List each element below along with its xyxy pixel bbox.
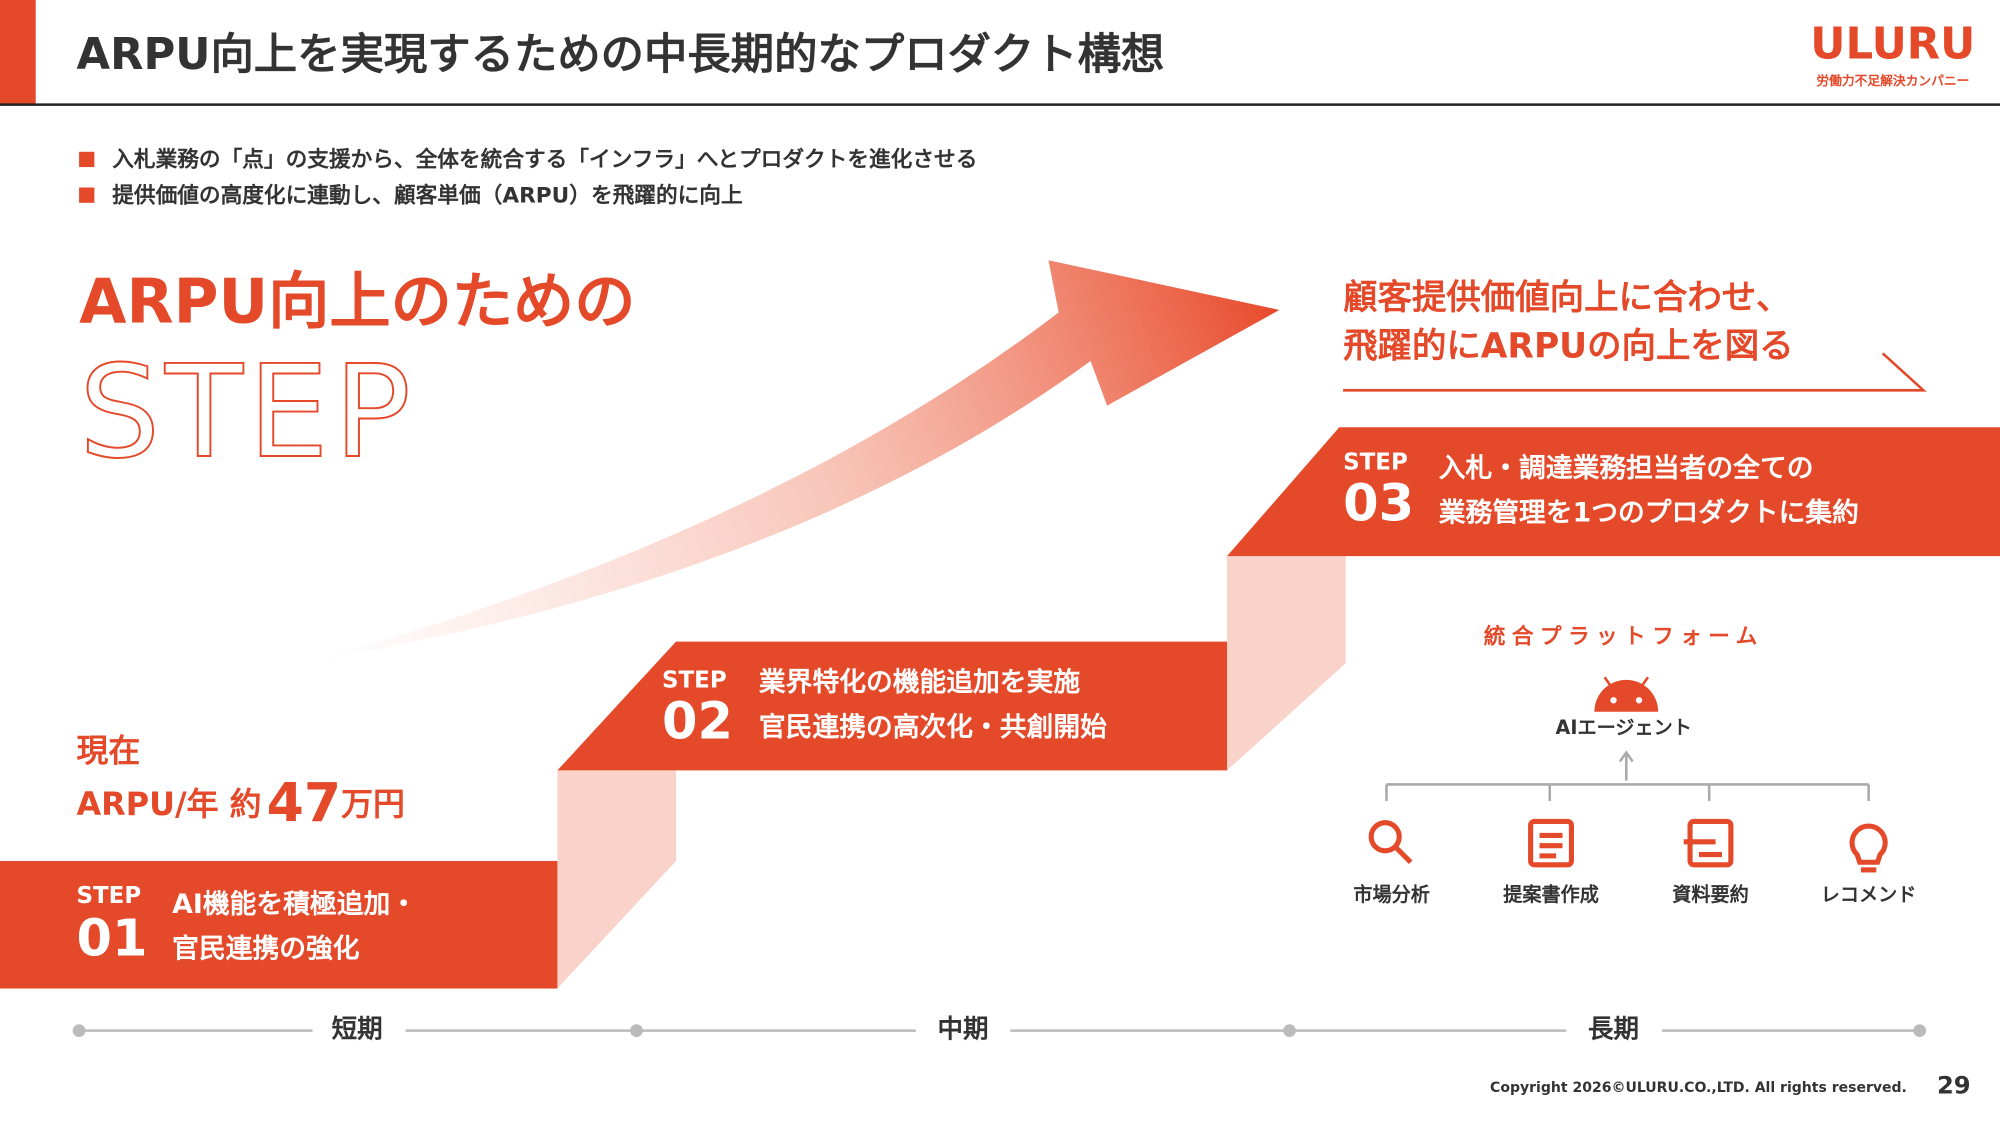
tool-icons <box>1368 818 1888 873</box>
step-text: AI機能を積極追加・ <box>172 888 417 920</box>
callout: 顧客提供価値向上に合わせ、 <box>1343 278 1791 318</box>
step-band <box>1227 427 2000 557</box>
step-text: 業務管理を1つのプロダクトに集約 <box>1439 497 1859 529</box>
agent-label: AIエージェント <box>1556 716 1692 739</box>
tool-label: 提案書作成 <box>1503 883 1599 906</box>
step-label: STEP <box>1343 450 1408 476</box>
step-label: STEP <box>77 883 142 909</box>
current-label: 現在 <box>77 732 141 770</box>
ribbon <box>1227 556 1346 771</box>
heading-step: STEP <box>79 339 416 487</box>
step-band <box>557 641 1228 771</box>
callout: 飛躍的にARPUの向上を図る <box>1343 327 1794 367</box>
current-prefix: ARPU/年 約 <box>77 785 262 823</box>
step-text: 官民連携の高次化・共創開始 <box>759 711 1107 743</box>
page-number: 29 <box>1937 1072 1971 1100</box>
current-arpu: ARPU/年 約 47万円 <box>77 771 405 834</box>
heading: ARPU向上のための <box>79 267 635 338</box>
step-number: 03 <box>1343 474 1414 533</box>
tool-label: 資料要約 <box>1672 883 1749 906</box>
tool-label: 市場分析 <box>1353 883 1430 906</box>
timeline-label: 長期 <box>1588 1015 1639 1045</box>
current-amount: 47 <box>267 771 342 834</box>
growth-arrow <box>312 260 1280 661</box>
bullet: 入札業務の「点」の支援から、全体を統合する「インフラ」へとプロダクトを進化させる <box>112 147 977 173</box>
timeline-dots <box>72 1024 1927 1037</box>
copyright: Copyright 2026©ULURU.CO.,LTD. All rights… <box>1490 1080 1907 1096</box>
bullet-mark <box>79 187 95 203</box>
platform-title: 統合プラットフォーム <box>1484 624 1764 650</box>
tagline: 労働力不足解決カンパニー <box>1816 73 1969 89</box>
step-text: 官民連携の強化 <box>172 933 360 965</box>
tool-label: レコメンド <box>1821 883 1917 906</box>
step-band <box>0 860 558 989</box>
step-text: 業界特化の機能追加を実施 <box>759 666 1080 698</box>
timeline-label: 短期 <box>332 1015 383 1045</box>
timeline-label: 中期 <box>938 1015 989 1045</box>
callout-line <box>1343 352 1927 392</box>
bullet-mark <box>79 151 95 168</box>
platform-tree <box>1385 750 1870 802</box>
step-number: 02 <box>662 692 733 751</box>
title-accent <box>0 0 36 105</box>
step-text: 入札・調達業務担当者の全ての <box>1439 452 1814 484</box>
step-label: STEP <box>662 668 727 694</box>
step-number: 01 <box>77 909 148 968</box>
ribbon <box>557 770 677 989</box>
current-unit: 万円 <box>341 785 405 823</box>
logo: ULURU <box>1810 20 1975 70</box>
title: ARPU向上を実現するための中長期的なプロダクト構想 <box>77 30 1165 80</box>
agent-icon <box>1594 676 1659 712</box>
bullet: 提供価値の高度化に連動し、顧客単価（ARPU）を飛躍的に向上 <box>112 182 742 208</box>
